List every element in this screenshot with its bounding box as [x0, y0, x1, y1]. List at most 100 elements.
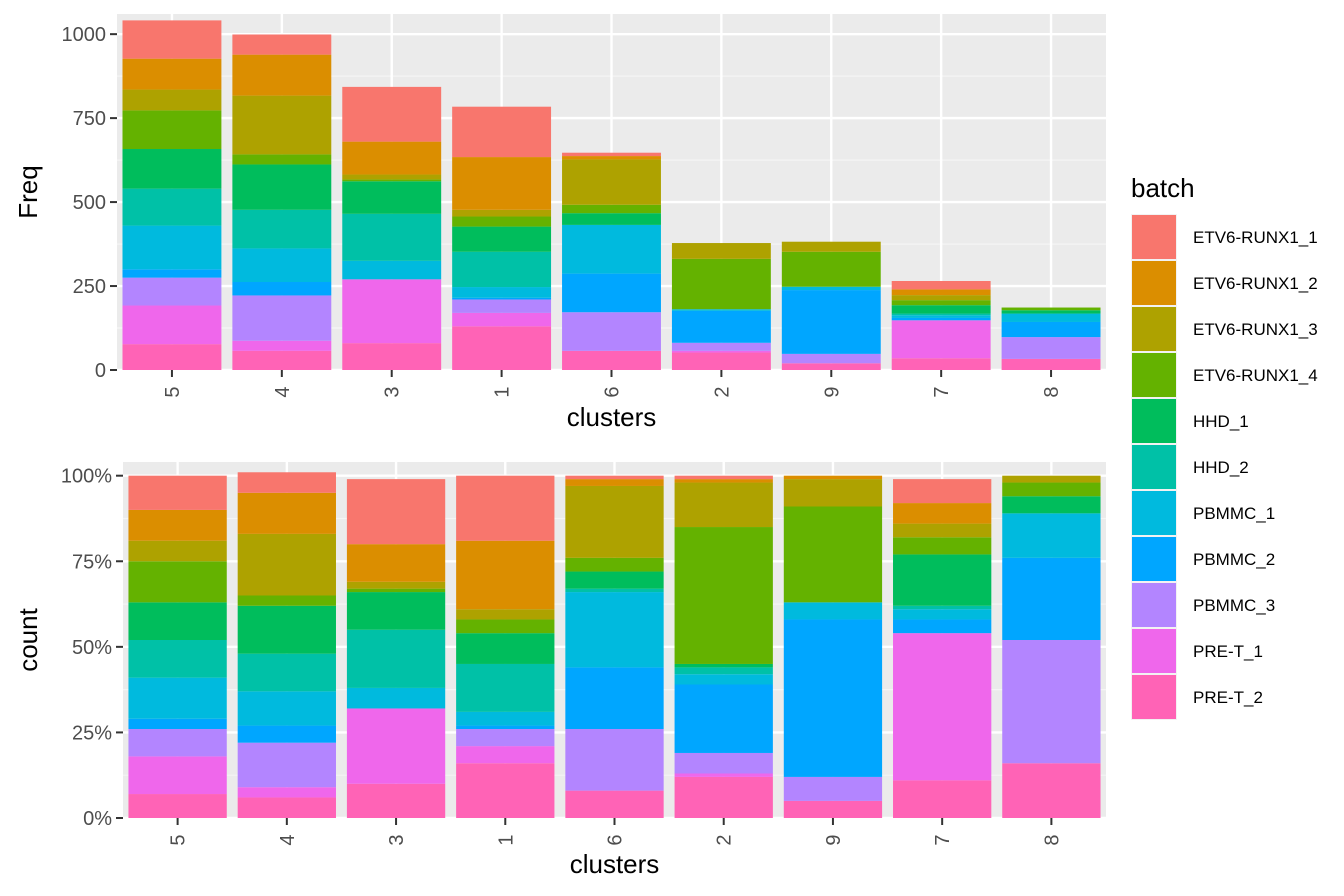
legend-label: PBMMC_1 [1193, 504, 1275, 523]
bar-segment-etv6-runx1_2-cluster-9 [783, 475, 883, 480]
bar-segment-etv6-runx1_1-cluster-5 [128, 475, 227, 510]
bar-segment-pbmmc_1-cluster-6 [565, 592, 664, 668]
bar-segment-etv6-runx1_4-cluster-3 [346, 588, 446, 593]
bar-segment-etv6-runx1_2-cluster-3 [342, 141, 442, 175]
y-tick-label: 50% [72, 637, 112, 659]
bar-segment-etv6-runx1_2-cluster-7 [891, 289, 991, 296]
bar-segment-etv6-runx1_3-cluster-6 [565, 485, 664, 558]
bar-segment-pbmmc_3-cluster-9 [781, 353, 881, 364]
bar-segment-hhd_1-cluster-1 [456, 633, 555, 664]
bar-segment-pbmmc_1-cluster-8 [1001, 313, 1101, 322]
legend-swatch [1132, 399, 1176, 443]
x-tick-label: 4 [272, 386, 294, 397]
bar-segment-etv6-runx1_3-cluster-1 [456, 609, 555, 620]
bar-segment-etv6-runx1_3-cluster-1 [452, 209, 552, 217]
top-chart-panel: 0 250 500 750 1000 5 4 3 1 6 2 9 7 8 clusters Freq [13, 14, 1106, 432]
bar-segment-pbmmc_3-cluster-9 [783, 776, 883, 801]
bar-segment-hhd_1-cluster-8 [1001, 310, 1101, 314]
bar-segment-hhd_1-cluster-5 [128, 602, 227, 640]
bar-segment-pbmmc_3-cluster-4 [237, 742, 336, 788]
bar-segment-etv6-runx1_3-cluster-7 [891, 295, 991, 301]
legend-swatch [1132, 307, 1176, 351]
bar-segment-etv6-runx1_3-cluster-4 [237, 533, 336, 596]
bar-segment-pbmmc_1-cluster-3 [346, 687, 446, 709]
legend-swatch [1132, 537, 1176, 581]
bar-segment-pre-t_1-cluster-2 [674, 773, 773, 777]
y-tick-label: 500 [73, 192, 106, 214]
y-tick-label: 0% [83, 808, 112, 830]
bar-segment-etv6-runx1_4-cluster-9 [781, 251, 881, 287]
bar-segment-pre-t_1-cluster-3 [346, 708, 446, 784]
bar-segment-pbmmc_3-cluster-2 [671, 342, 771, 351]
legend-label: HHD_2 [1193, 458, 1249, 477]
bar-segment-etv6-runx1_3-cluster-2 [671, 243, 771, 259]
legend-title: batch [1131, 173, 1195, 203]
bar-segment-pbmmc_1-cluster-3 [342, 260, 442, 280]
bar-segment-pbmmc_1-cluster-7 [891, 315, 991, 318]
bar-segment-etv6-runx1_4-cluster-3 [342, 179, 442, 182]
bar-segment-hhd_1-cluster-4 [232, 164, 332, 210]
bar-segment-hhd_1-cluster-1 [452, 226, 552, 252]
bar-segment-pbmmc_2-cluster-5 [122, 269, 222, 278]
bar-segment-etv6-runx1_4-cluster-6 [565, 557, 664, 572]
legend-label: ETV6-RUNX1_1 [1193, 228, 1318, 247]
bar-segment-pbmmc_1-cluster-9 [783, 602, 883, 620]
bar-segment-etv6-runx1_2-cluster-4 [237, 492, 336, 534]
bar-segment-etv6-runx1_2-cluster-6 [565, 479, 664, 486]
bar-segment-hhd_1-cluster-3 [346, 592, 446, 630]
bar-segment-etv6-runx1_1-cluster-4 [237, 472, 336, 493]
bar-segment-etv6-runx1_3-cluster-7 [893, 523, 992, 538]
bar-segment-pre-t_2-cluster-4 [232, 350, 332, 370]
bar-segment-pbmmc_1-cluster-7 [893, 609, 992, 620]
bar-segment-hhd_2-cluster-4 [232, 209, 332, 249]
x-tick-label: 2 [711, 386, 733, 397]
legend-label: PRE-T_2 [1193, 688, 1263, 707]
x-tick-label: 5 [168, 834, 190, 845]
y-tick-label: 100% [61, 466, 112, 488]
legend-swatch [1132, 353, 1176, 397]
bar-segment-pre-t_1-cluster-7 [893, 633, 992, 781]
x-tick-label: 6 [605, 834, 627, 845]
bar-segment-etv6-runx1_4-cluster-5 [122, 110, 222, 150]
bar-segment-hhd_1-cluster-4 [237, 605, 336, 654]
bar-segment-pbmmc_2-cluster-4 [232, 282, 332, 296]
bar-segment-pbmmc_1-cluster-4 [232, 248, 332, 283]
bar-segment-etv6-runx1_4-cluster-9 [783, 506, 883, 603]
legend-label: ETV6-RUNX1_4 [1193, 366, 1318, 385]
bar-segment-etv6-runx1_4-cluster-7 [893, 537, 992, 555]
x-tick-label: 8 [1041, 834, 1063, 845]
x-tick-label: 9 [823, 834, 845, 845]
bar-segment-etv6-runx1_2-cluster-5 [122, 58, 222, 90]
x-tick-label: 2 [714, 834, 736, 845]
bar-segment-etv6-runx1_4-cluster-7 [891, 300, 991, 306]
bar-segment-pbmmc_1-cluster-5 [128, 677, 227, 719]
bar-segment-etv6-runx1_1-cluster-4 [232, 34, 332, 55]
bar-segment-pre-t_1-cluster-1 [452, 312, 552, 327]
bar-segment-etv6-runx1_1-cluster-6 [565, 475, 664, 480]
bar-segment-pbmmc_2-cluster-2 [674, 684, 773, 753]
bar-segment-pbmmc_1-cluster-9 [781, 286, 881, 291]
bar-segment-etv6-runx1_3-cluster-2 [674, 482, 773, 528]
bar-segment-etv6-runx1_2-cluster-1 [452, 157, 552, 210]
bar-segment-pre-t_2-cluster-7 [891, 358, 991, 370]
x-tick-label: 3 [386, 834, 408, 845]
legend-swatch [1132, 215, 1176, 259]
bar-segment-hhd_1-cluster-5 [122, 149, 222, 189]
bar-segment-etv6-runx1_2-cluster-5 [128, 509, 227, 541]
legend-swatch [1132, 491, 1176, 535]
legend-swatch [1132, 583, 1176, 627]
legend-label: PBMMC_3 [1193, 596, 1275, 615]
bar-segment-hhd_1-cluster-6 [562, 213, 661, 225]
bar-segment-pre-t_2-cluster-8 [1002, 763, 1101, 818]
bar-segment-pbmmc_2-cluster-9 [781, 290, 881, 354]
bar-segment-etv6-runx1_1-cluster-1 [456, 475, 555, 541]
bar-segment-hhd_1-cluster-3 [342, 181, 442, 214]
bar-segment-pre-t_2-cluster-6 [565, 790, 664, 818]
legend: batch ETV6-RUNX1_1 ETV6-RUNX1_2 ETV6-RUNX1… [1131, 173, 1318, 720]
bar-segment-pre-t_2-cluster-8 [1001, 358, 1101, 370]
bar-segment-etv6-runx1_4-cluster-2 [674, 527, 773, 664]
bar-segment-pbmmc_1-cluster-4 [237, 691, 336, 726]
bar-segment-etv6-runx1_4-cluster-4 [237, 595, 336, 606]
x-tick-label: 1 [492, 386, 514, 397]
bar-segment-pbmmc_1-cluster-1 [456, 711, 555, 726]
